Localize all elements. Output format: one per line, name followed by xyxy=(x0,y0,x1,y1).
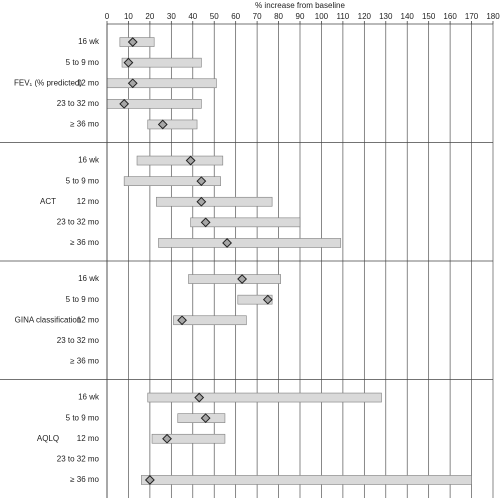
point-marker xyxy=(177,315,187,326)
category-label: 23 to 32 mo xyxy=(57,454,100,463)
range-bar xyxy=(147,119,198,130)
point-marker xyxy=(127,37,138,47)
category-label: 23 to 32 mo xyxy=(57,99,100,108)
point-marker xyxy=(200,217,211,228)
category-label: 5 to 9 mo xyxy=(66,413,100,422)
range-bar xyxy=(106,78,217,89)
category-label: 23 to 32 mo xyxy=(57,217,100,226)
range-bar xyxy=(190,217,301,228)
category-label: 5 to 9 mo xyxy=(66,58,100,67)
range-bar xyxy=(147,392,382,403)
category-label: 16 wk xyxy=(78,274,100,283)
category-label: 5 to 9 mo xyxy=(66,176,100,185)
x-tick-label: 120 xyxy=(358,12,372,21)
point-marker xyxy=(123,57,134,68)
point-marker xyxy=(157,119,168,130)
x-tick-label: 180 xyxy=(486,12,500,21)
category-label: 16 wk xyxy=(78,37,100,46)
x-tick-label: 80 xyxy=(274,12,283,21)
x-tick-label: 40 xyxy=(188,12,197,21)
point-marker xyxy=(200,413,211,424)
range-bar xyxy=(121,57,202,68)
group-label: ACT xyxy=(40,197,56,206)
category-label: 12 mo xyxy=(77,315,100,324)
x-tick-label: 140 xyxy=(401,12,415,21)
x-tick-label: 100 xyxy=(315,12,329,21)
category-label: 16 wk xyxy=(78,393,100,402)
category-label: 12 mo xyxy=(77,78,100,87)
category-label: ≥ 36 mo xyxy=(70,120,99,129)
point-marker xyxy=(162,433,172,444)
range-bar xyxy=(151,433,226,444)
category-label: 12 mo xyxy=(77,434,100,443)
category-label: 16 wk xyxy=(78,156,100,165)
category-label: ≥ 36 mo xyxy=(70,357,99,366)
range-bar xyxy=(156,196,273,207)
point-marker xyxy=(196,196,207,207)
x-tick-label: 170 xyxy=(465,12,479,21)
x-tick-label: 20 xyxy=(145,12,154,21)
point-marker xyxy=(262,294,273,305)
x-tick-label: 70 xyxy=(253,12,262,21)
group-label: FEV₁ (% predicted) xyxy=(14,78,82,87)
category-label: ≥ 36 mo xyxy=(70,238,99,247)
category-label: 5 to 9 mo xyxy=(66,295,100,304)
x-tick-label: 0 xyxy=(105,12,110,21)
x-tick-label: 10 xyxy=(124,12,133,21)
x-tick-label: 130 xyxy=(379,12,393,21)
point-marker xyxy=(185,155,196,166)
x-tick-label: 110 xyxy=(337,12,350,21)
x-tick-label: 160 xyxy=(443,12,457,21)
range-bar xyxy=(173,315,247,326)
range-bar xyxy=(141,475,472,485)
range-bar xyxy=(123,176,221,186)
category-label: 12 mo xyxy=(77,197,100,206)
category-label: 23 to 32 mo xyxy=(57,336,100,345)
category-label: ≥ 36 mo xyxy=(70,475,99,484)
x-tick-label: 30 xyxy=(167,12,176,21)
range-bar xyxy=(158,238,342,248)
x-axis-label: % increase from baseline xyxy=(255,1,345,10)
x-tick-label: 150 xyxy=(422,12,436,21)
point-marker xyxy=(144,475,155,485)
range-bar xyxy=(136,155,224,166)
x-tick-label: 60 xyxy=(231,12,240,21)
point-marker xyxy=(196,176,207,187)
x-tick-label: 90 xyxy=(296,12,305,21)
point-marker xyxy=(194,392,205,403)
range-bar xyxy=(188,274,282,284)
point-marker xyxy=(119,98,130,109)
x-tick-label: 50 xyxy=(210,12,219,21)
point-marker xyxy=(127,78,138,89)
point-marker xyxy=(237,274,248,284)
group-label: GINA classification xyxy=(15,315,82,324)
point-marker xyxy=(222,238,232,248)
group-label: AQLQ xyxy=(37,434,59,443)
